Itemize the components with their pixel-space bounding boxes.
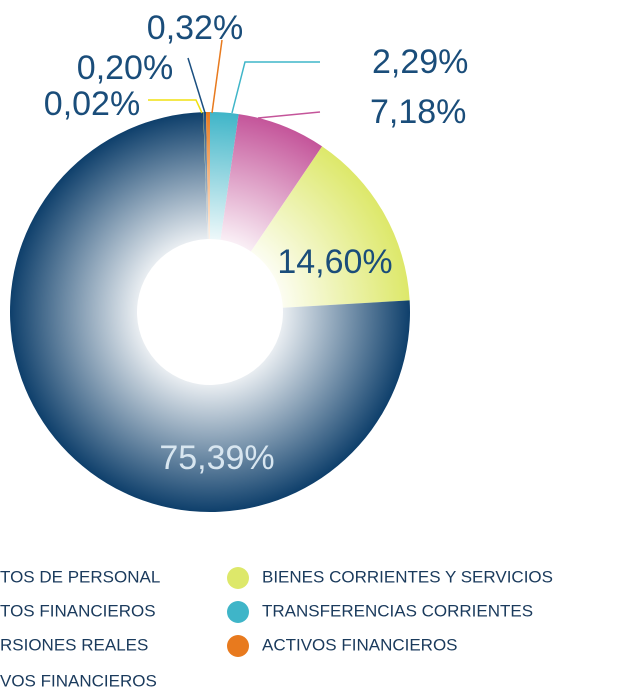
legend-label: RSIONES REALES [0, 635, 148, 654]
value-label: 0,20% [77, 49, 173, 87]
slice [205, 112, 210, 240]
legend-swatch [227, 567, 249, 589]
slice [10, 112, 411, 512]
slice [203, 112, 208, 240]
legend-label: VOS FINANCIEROS [0, 671, 157, 690]
legend-label: BIENES CORRIENTES Y SERVICIOS [262, 567, 553, 586]
value-label: 2,29% [372, 43, 468, 81]
slice [203, 112, 209, 240]
value-label: 7,18% [370, 93, 466, 131]
leader-line [231, 61, 320, 114]
legend-label: TRANSFERENCIAS CORRIENTES [262, 601, 533, 620]
slice [210, 112, 239, 240]
leader-line [148, 99, 203, 114]
legend-label: TOS FINANCIEROS [0, 601, 156, 620]
leader-line [187, 57, 206, 114]
value-label: 75,39% [159, 439, 274, 477]
slice [220, 114, 323, 252]
legend-label: TOS DE PERSONAL [0, 567, 160, 586]
legend-swatch [227, 601, 249, 623]
slice [250, 146, 410, 308]
leader-line [211, 39, 223, 114]
legend-label: ACTIVOS FINANCIEROS [262, 635, 458, 654]
leader-line [257, 111, 321, 119]
value-label: 0,32% [147, 9, 243, 47]
legend-swatch [227, 635, 249, 657]
value-label: 0,02% [44, 85, 140, 123]
value-label: 14,60% [277, 243, 392, 281]
